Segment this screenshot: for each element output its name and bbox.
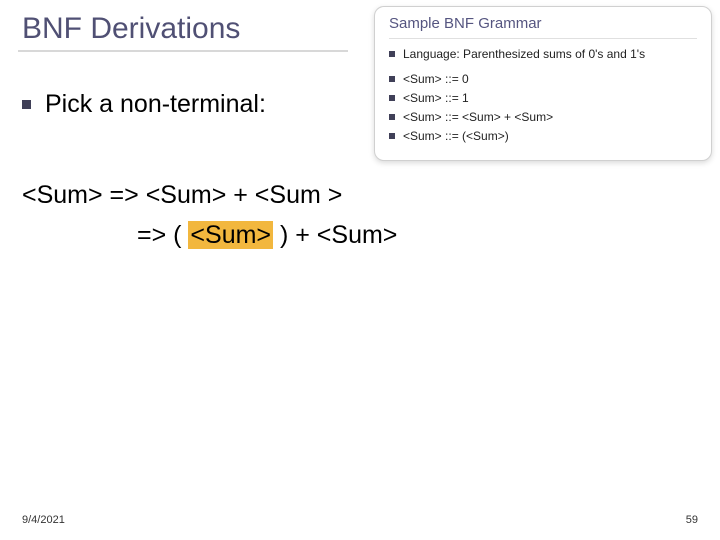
grammar-callout: Sample BNF Grammar Language: Parenthesiz… <box>374 6 712 161</box>
bullet-icon <box>389 95 395 101</box>
derivation-line-2: => ( <Sum> ) + <Sum> <box>22 215 397 255</box>
deriv-line2-pre: => ( <box>137 221 188 249</box>
subtitle-row: Pick a non-terminal: <box>22 90 266 119</box>
callout-lang-row: Language: Parenthesized sums of 0's and … <box>389 47 697 61</box>
title-underline <box>18 50 348 52</box>
derivation-line-1: <Sum> => <Sum> + <Sum > <box>22 175 397 215</box>
callout-title: Sample BNF Grammar <box>389 15 697 32</box>
callout-underline <box>389 38 697 39</box>
callout-rule: <Sum> ::= (<Sum>) <box>403 129 509 143</box>
callout-rule: <Sum> ::= 0 <box>403 72 469 86</box>
callout-rule-row: <Sum> ::= 0 <box>389 72 697 86</box>
bullet-icon <box>389 51 395 57</box>
callout-rule-row: <Sum> ::= (<Sum>) <box>389 129 697 143</box>
callout-lang: Language: Parenthesized sums of 0's and … <box>403 47 645 61</box>
derivation-block: <Sum> => <Sum> + <Sum > => ( <Sum> ) + <… <box>22 175 397 255</box>
footer-date: 9/4/2021 <box>22 514 65 526</box>
callout-rule-row: <Sum> ::= <Sum> + <Sum> <box>389 110 697 124</box>
slide-title: BNF Derivations <box>22 12 240 46</box>
callout-rule: <Sum> ::= 1 <box>403 91 469 105</box>
footer-page: 59 <box>686 514 698 526</box>
bullet-icon <box>389 76 395 82</box>
callout-rule: <Sum> ::= <Sum> + <Sum> <box>403 110 553 124</box>
deriv-line2-highlight: <Sum> <box>188 221 273 249</box>
subtitle-text: Pick a non-terminal: <box>45 90 266 119</box>
bullet-icon <box>389 114 395 120</box>
bullet-icon <box>389 133 395 139</box>
deriv-line2-post: ) + <Sum> <box>273 221 397 249</box>
callout-rule-row: <Sum> ::= 1 <box>389 91 697 105</box>
bullet-icon <box>22 100 31 109</box>
